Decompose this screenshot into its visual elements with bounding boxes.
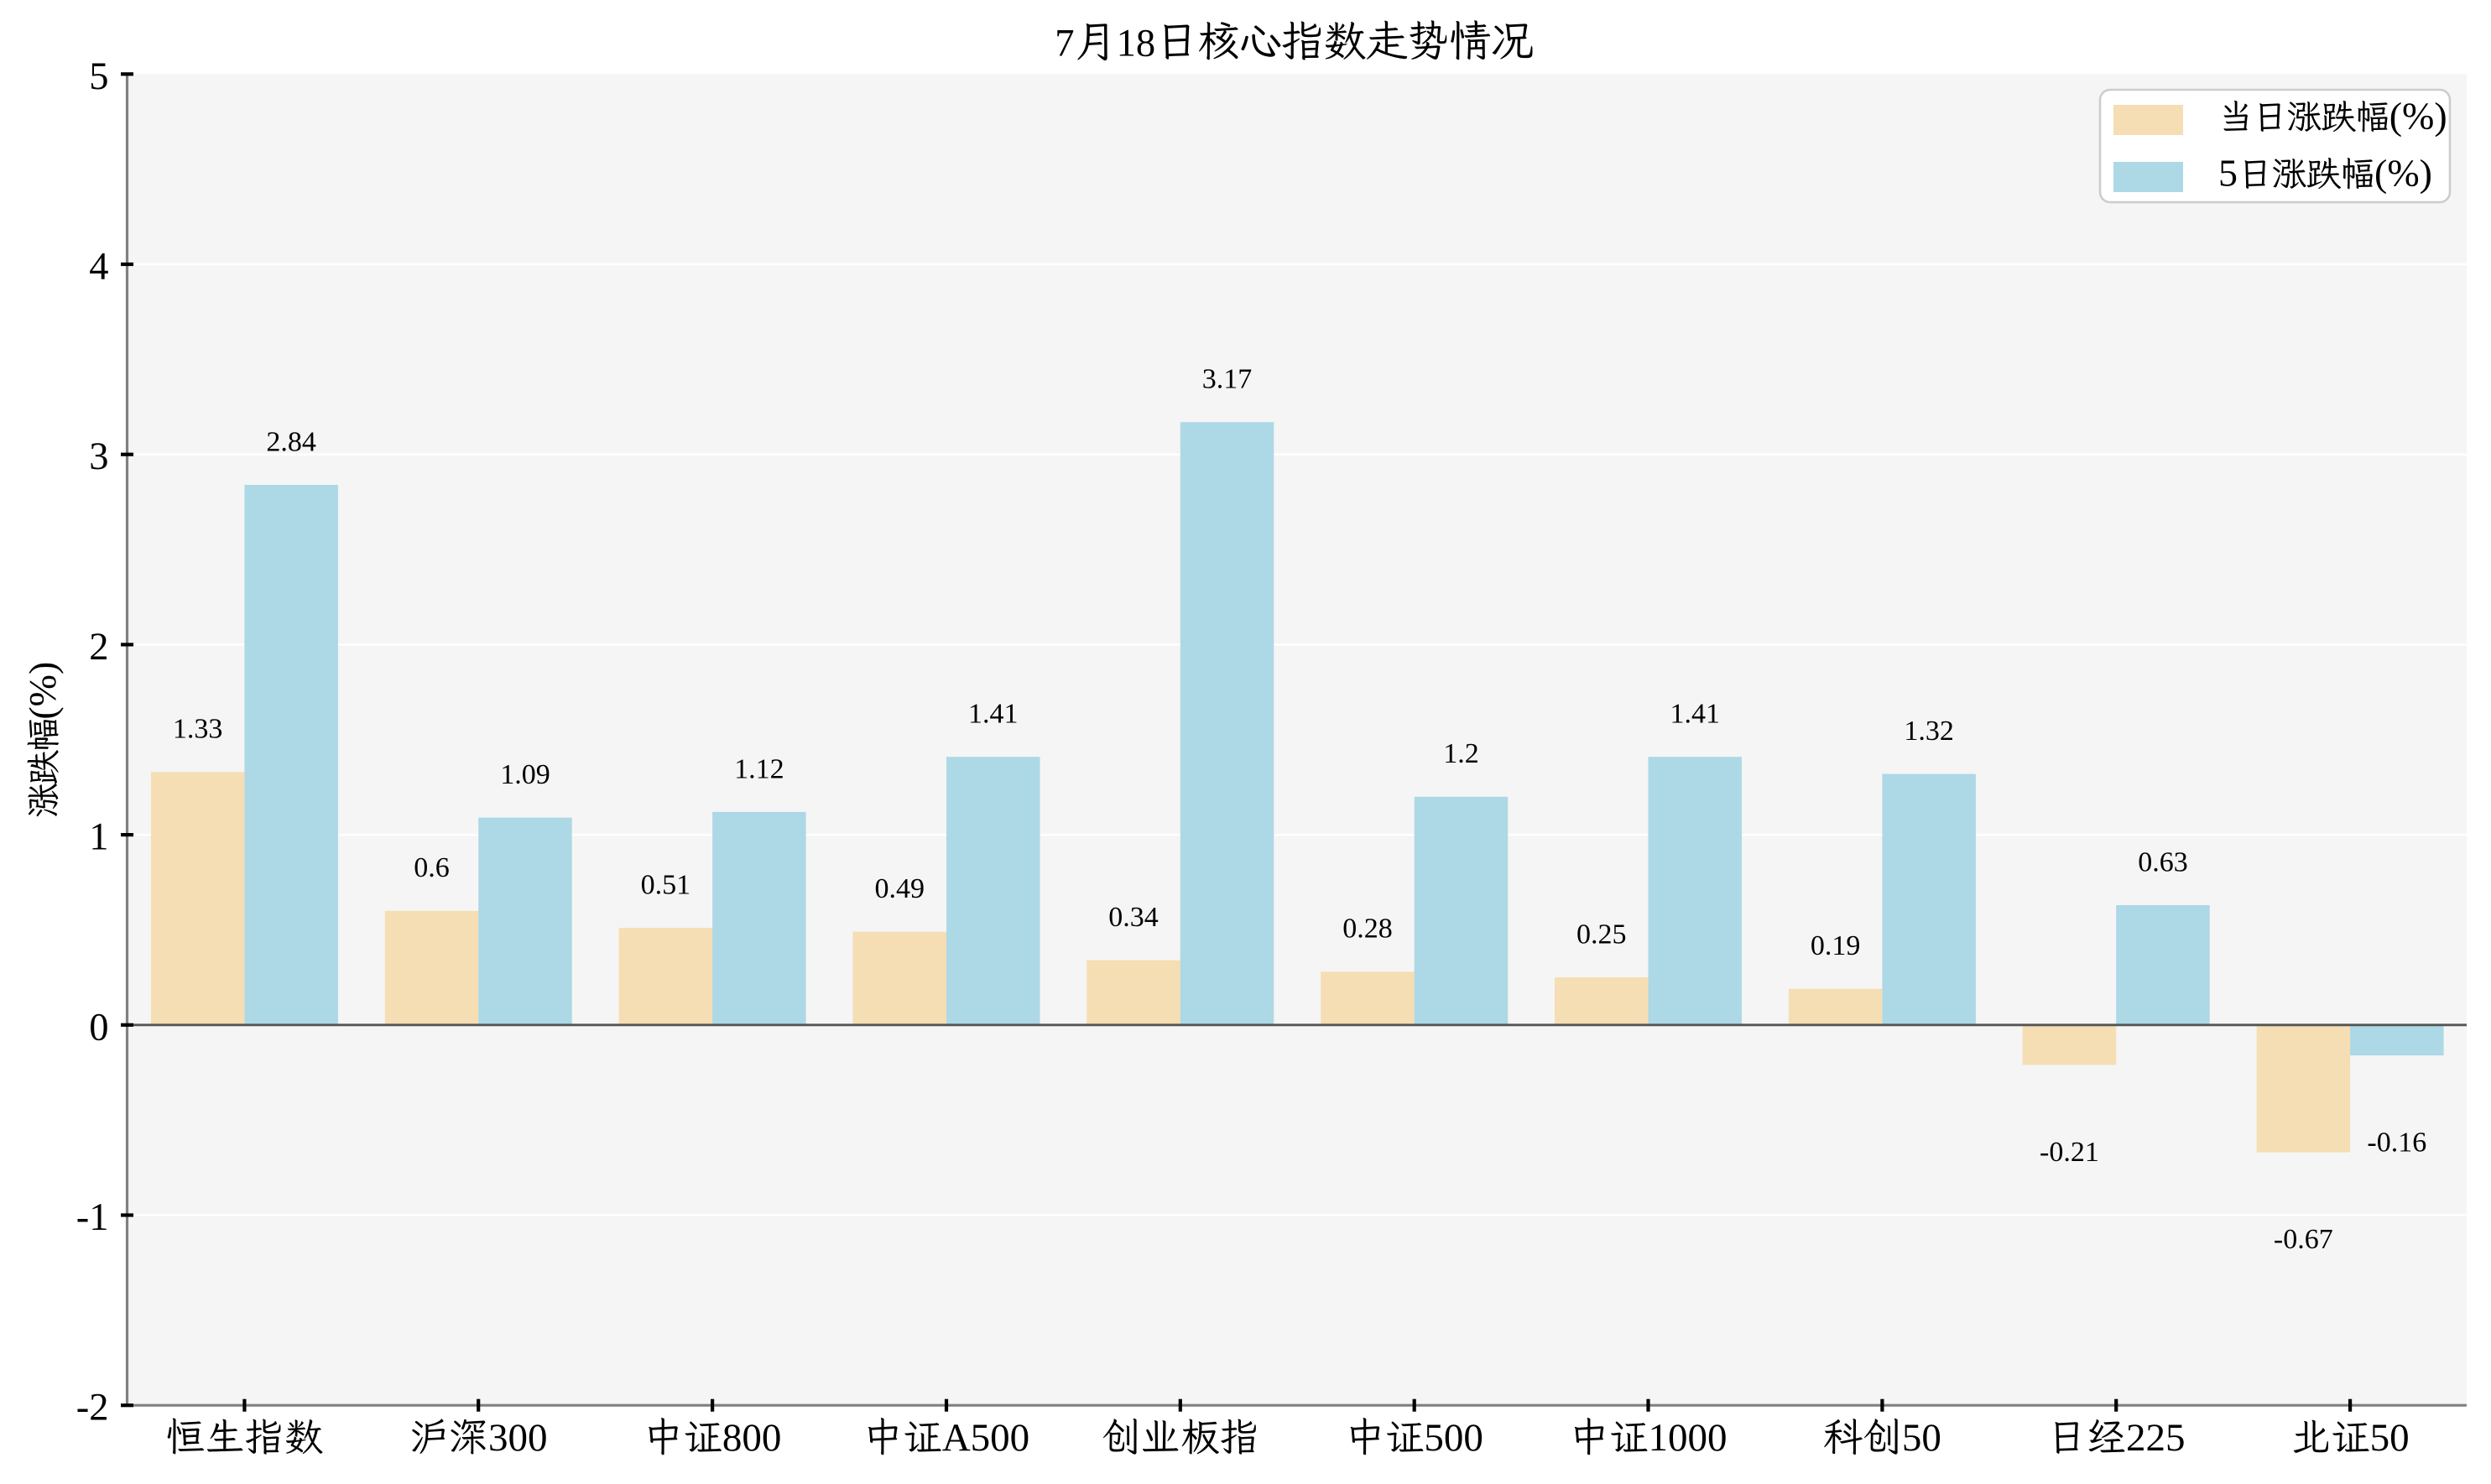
svg-text:0.51: 0.51 xyxy=(641,870,691,901)
svg-text:(%): (%) xyxy=(2374,152,2432,195)
svg-text:-0.67: -0.67 xyxy=(2274,1224,2333,1255)
svg-text:A500: A500 xyxy=(942,1416,1029,1460)
svg-text:3: 3 xyxy=(89,435,108,478)
svg-text:300: 300 xyxy=(488,1416,548,1460)
svg-text:(%): (%) xyxy=(21,662,64,720)
svg-text:2: 2 xyxy=(89,626,108,669)
svg-text:3.17: 3.17 xyxy=(1202,364,1253,395)
svg-text:800: 800 xyxy=(722,1416,782,1460)
svg-text:0.6: 0.6 xyxy=(414,852,450,883)
svg-text:1.41: 1.41 xyxy=(968,699,1019,730)
svg-text:-0.21: -0.21 xyxy=(2040,1137,2099,1168)
svg-text:1.41: 1.41 xyxy=(1670,699,1721,730)
svg-text:(%): (%) xyxy=(2389,95,2447,138)
svg-text:7: 7 xyxy=(1055,23,1074,65)
svg-text:-1: -1 xyxy=(76,1196,109,1239)
svg-text:1000: 1000 xyxy=(1649,1416,1728,1460)
svg-text:1.12: 1.12 xyxy=(734,753,784,784)
svg-text:18: 18 xyxy=(1117,23,1156,65)
svg-text:5: 5 xyxy=(89,55,108,98)
svg-text:1.09: 1.09 xyxy=(500,759,550,790)
svg-text:0.49: 0.49 xyxy=(875,873,925,904)
svg-text:0.28: 0.28 xyxy=(1342,914,1393,945)
svg-text:2.84: 2.84 xyxy=(266,426,316,457)
svg-text:1.32: 1.32 xyxy=(1904,716,1954,747)
svg-text:-0.16: -0.16 xyxy=(2367,1127,2426,1159)
svg-text:225: 225 xyxy=(2126,1416,2186,1460)
svg-text:0.63: 0.63 xyxy=(2138,846,2188,877)
svg-text:1.2: 1.2 xyxy=(1443,738,1479,769)
svg-text:-2: -2 xyxy=(76,1387,109,1429)
svg-text:4: 4 xyxy=(89,246,108,289)
svg-text:1: 1 xyxy=(89,816,108,859)
svg-text:0.25: 0.25 xyxy=(1576,919,1627,950)
svg-text:0.19: 0.19 xyxy=(1811,930,1861,961)
svg-text:500: 500 xyxy=(1424,1416,1483,1460)
svg-text:5: 5 xyxy=(2218,152,2238,195)
svg-text:1.33: 1.33 xyxy=(173,714,223,745)
svg-text:0.34: 0.34 xyxy=(1108,902,1159,933)
svg-text:0: 0 xyxy=(89,1006,108,1049)
svg-text:50: 50 xyxy=(2370,1416,2410,1460)
svg-text:50: 50 xyxy=(1902,1416,1941,1460)
